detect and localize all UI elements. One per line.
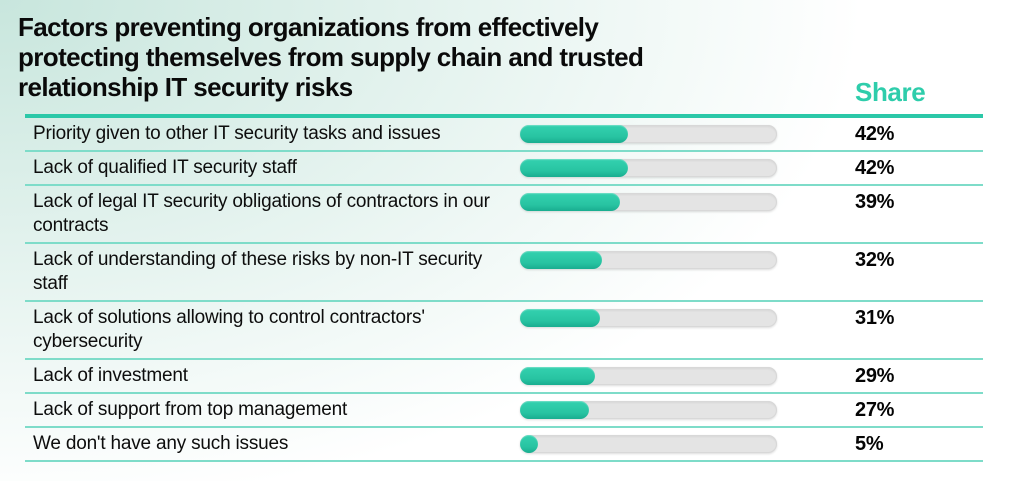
chart-row: Lack of investment 29%	[25, 360, 983, 394]
bar-fill	[520, 251, 603, 269]
chart-row: Lack of understanding of these risks by …	[25, 244, 983, 302]
bar-track	[520, 251, 777, 269]
bar-track	[520, 159, 777, 177]
value-label: 39%	[855, 191, 895, 213]
value-label: 42%	[855, 123, 895, 145]
chart-row: Lack of qualified IT security staff 42%	[25, 152, 983, 186]
value-label: 29%	[855, 365, 895, 387]
bar-track	[520, 309, 777, 327]
bar-fill	[520, 435, 538, 453]
chart-table: Priority given to other IT security task…	[25, 114, 983, 462]
row-label: Lack of qualified IT security staff	[33, 157, 297, 178]
bar-track	[520, 193, 777, 211]
bar-fill	[520, 125, 628, 143]
row-label: Lack of understanding of these risks by …	[33, 249, 483, 294]
row-label: Lack of legal IT security obligations of…	[33, 191, 490, 236]
chart-row: Lack of solutions allowing to control co…	[25, 302, 983, 360]
bar-fill	[520, 367, 595, 385]
bar-track	[520, 125, 777, 143]
bar-track	[520, 367, 777, 385]
bar-track	[520, 401, 777, 419]
row-label: Priority given to other IT security task…	[33, 123, 441, 144]
bar-fill	[520, 159, 628, 177]
row-label: We don't have any such issues	[33, 433, 289, 454]
row-label: Lack of solutions allowing to control co…	[33, 307, 425, 352]
value-label: 31%	[855, 307, 895, 329]
chart-row: Lack of legal IT security obligations of…	[25, 186, 983, 244]
chart-title: Factors preventing organizations from ef…	[18, 12, 644, 102]
bar-fill	[520, 309, 600, 327]
bar-fill	[520, 401, 590, 419]
chart-row: We don't have any such issues 5%	[25, 428, 983, 462]
value-label: 42%	[855, 157, 895, 179]
value-label: 32%	[855, 249, 895, 271]
share-column-header: Share	[855, 77, 926, 107]
value-label: 5%	[855, 433, 884, 455]
chart-row: Lack of support from top management 27%	[25, 394, 983, 428]
chart-row: Priority given to other IT security task…	[25, 118, 983, 152]
value-label: 27%	[855, 399, 895, 421]
bar-fill	[520, 193, 621, 211]
row-label: Lack of support from top management	[33, 399, 348, 420]
row-label: Lack of investment	[33, 365, 188, 386]
bar-track	[520, 435, 777, 453]
chart-header: Factors preventing organizations from ef…	[0, 0, 1014, 114]
